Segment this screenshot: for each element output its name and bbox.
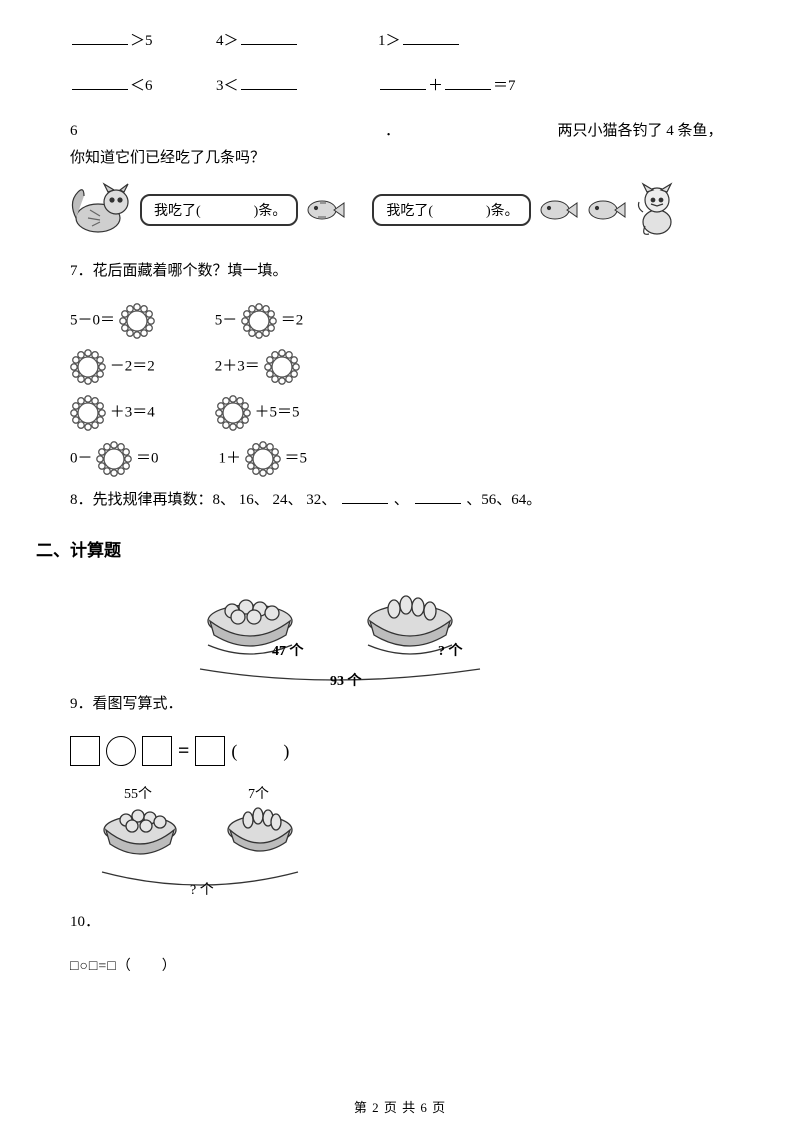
q8-text: 8．先找规律再填数：8、 16、 24、 32、 [70,492,336,508]
blank[interactable] [72,29,128,46]
flower-blank-icon[interactable] [245,441,281,477]
q10-equation: □○□=□（ ） [70,954,730,979]
square-blank[interactable] [70,736,100,766]
bubble-text: )条。 [254,204,287,219]
question-6: 6 ． 两只小猫各钓了 4 条鱼，你知道它们已经吃了几条吗？ [70,118,730,172]
blank[interactable] [72,74,128,91]
speech-bubble-left: 我吃了( )条。 [140,194,298,226]
q8-text-b: 、56、64。 [466,492,541,508]
flower-blank-icon[interactable] [96,441,132,477]
bubble-text: 我吃了( [154,204,201,219]
q6-figure: 我吃了( )条。 我吃了( )条。 [70,182,730,238]
q7-row-3: ＋3＝4 ＋5＝5 [70,395,730,431]
fig-label: 93 个 [330,672,363,689]
flower-blank-icon[interactable] [215,395,251,431]
inequality-row-2: ＜6 3＜ ＋ ＝7 [70,73,730,100]
blank[interactable] [241,74,297,91]
eq-text: 2＋3＝ [215,358,260,374]
question-7-title: 7．花后面藏着哪个数？填一填。 [70,258,730,285]
bubble-text: )条。 [486,204,519,219]
fig-label: 7个 [248,786,269,802]
eq-text: ＋5＝5 [255,404,300,420]
question-10-title: 10． [70,909,730,936]
square-blank[interactable] [195,736,225,766]
blank[interactable] [241,29,297,46]
footer-page-total: 6 [420,1100,428,1115]
inequality-row-1: ＞5 4＞ 1＞ [70,28,730,55]
speech-bubble-right: 我吃了( )条。 [372,194,530,226]
q7-row-1: 5－0＝ 5－ ＝2 [70,303,730,339]
text: ＞5 [130,33,153,49]
section-heading-2: 二、计算题 [36,536,730,561]
fig-label: 55个 [124,786,152,802]
eq-text: 0－ [70,450,93,466]
flower-blank-icon[interactable] [119,303,155,339]
text: ＋ [428,78,443,94]
q8-sep: 、 [394,492,409,508]
eq-text: －2＝2 [110,358,155,374]
question-9-title: 9．看图写算式． [70,691,730,718]
footer-text: 第 [354,1100,368,1115]
fish-icon [537,195,579,225]
q7-row-4: 0－ ＝0 1＋ ＝5 [70,441,730,477]
eq-text: ＋3＝4 [110,404,155,420]
eq-text: 1＋ [219,450,242,466]
q7-row-2: －2＝2 2＋3＝ [70,349,730,385]
q9-figure: 47 个 ? 个 93 个 [180,579,730,689]
blank[interactable] [380,74,426,91]
eq-text: ＝2 [281,312,304,328]
eq-text: □○□=□（ ） [70,959,177,974]
paren: ( [231,741,237,762]
flower-blank-icon[interactable] [264,349,300,385]
cat-left-icon [70,182,134,238]
fig-label: 47 个 [272,642,305,659]
flower-blank-icon[interactable] [241,303,277,339]
text: 1＞ [378,33,401,49]
flower-blank-icon[interactable] [70,349,106,385]
q9-equation: = ( ) [70,736,730,766]
eq-text: ＝5 [285,450,308,466]
bubble-text: 我吃了( [386,204,433,219]
q6-dot: ． [385,123,400,139]
eq-text: ＝0 [136,450,159,466]
flower-blank-icon[interactable] [70,395,106,431]
blank[interactable] [415,488,461,505]
fig-label: ? 个 [438,642,464,659]
blank[interactable] [342,488,388,505]
footer-page-current: 2 [372,1100,380,1115]
page-footer: 第 2 页 共 6 页 [0,1097,800,1116]
text: 3＜ [216,78,239,94]
q6-number: 6 [70,123,78,139]
blank[interactable] [403,29,459,46]
text: ＝7 [493,78,516,94]
square-blank[interactable] [142,736,172,766]
circle-blank[interactable] [106,736,136,766]
paren: ) [283,741,289,762]
question-8: 8．先找规律再填数：8、 16、 24、 32、 、 、56、64。 [70,487,730,514]
text: 4＞ [216,33,239,49]
fish-icon [585,195,627,225]
fish-icon [304,195,346,225]
text: ＜6 [130,78,153,94]
fig-label: ? 个 [190,882,214,898]
eq-text: 5－0＝ [70,312,115,328]
blank[interactable] [445,74,491,91]
cat-right-icon [633,182,681,238]
eq-text: 5－ [215,312,238,328]
footer-text: 页 [432,1100,446,1115]
footer-text: 页 共 [384,1100,416,1115]
equals-sign: = [178,740,189,763]
q10-figure: 55个 7个 ? 个 [80,784,730,909]
